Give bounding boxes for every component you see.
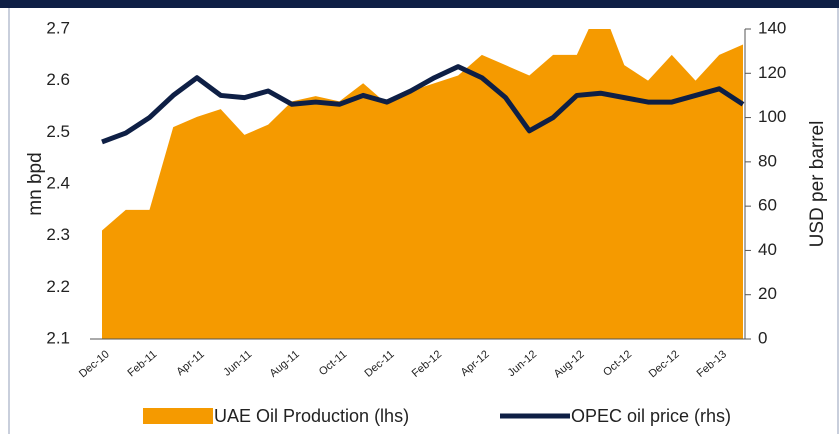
x-tick-label: Jun-11 <box>221 348 254 378</box>
legend-label: OPEC oil price (rhs) <box>571 406 731 426</box>
y-axis-label: mn bpd <box>25 152 46 215</box>
y-tick-label: 2.7 <box>46 18 70 37</box>
y2-tick-label: 40 <box>758 240 777 259</box>
x-tick-label: Aug-12 <box>552 348 587 380</box>
legend-label: UAE Oil Production (lhs) <box>214 406 409 426</box>
top-band <box>0 0 839 8</box>
y2-tick-label: 140 <box>758 18 786 37</box>
x-tick-label: Dec-10 <box>77 348 112 380</box>
x-tick-label: Feb-12 <box>410 348 444 380</box>
y-tick-label: 2.4 <box>46 173 70 192</box>
x-tick-label: Oct-12 <box>601 348 634 378</box>
line <box>101 64 745 145</box>
y2-tick-label: 60 <box>758 196 777 215</box>
y-tick-label: 2.5 <box>46 122 70 141</box>
x-tick-label: Dec-11 <box>362 348 396 379</box>
x-tick-label: Jun-12 <box>506 348 539 379</box>
y2-tick-label: 80 <box>758 151 777 170</box>
x-tick-label: Oct-11 <box>317 348 349 378</box>
legend-swatch <box>143 408 213 424</box>
y-tick-label: 2.2 <box>46 277 70 296</box>
x-tick-label: Apr-11 <box>174 348 206 378</box>
area <box>102 29 743 339</box>
y-tick-label: 2.3 <box>46 225 70 244</box>
plot <box>101 29 745 339</box>
y-tick-label: 2.6 <box>46 70 70 89</box>
x-tick-label: Feb-11 <box>125 348 159 379</box>
x-tick-label: Feb-13 <box>695 348 729 380</box>
y2-axis-label: USD per barrel <box>807 121 828 248</box>
y2-tick-label: 120 <box>758 63 786 82</box>
x-tick-label: Aug-11 <box>267 348 301 379</box>
y-tick-label: 2.1 <box>46 328 70 347</box>
y2-tick-label: 0 <box>758 328 767 347</box>
y2-tick-label: 20 <box>758 284 777 303</box>
x-tick-label: Dec-12 <box>647 348 682 380</box>
y2-tick-label: 100 <box>758 107 786 126</box>
x-tick-label: Apr-12 <box>459 348 492 378</box>
